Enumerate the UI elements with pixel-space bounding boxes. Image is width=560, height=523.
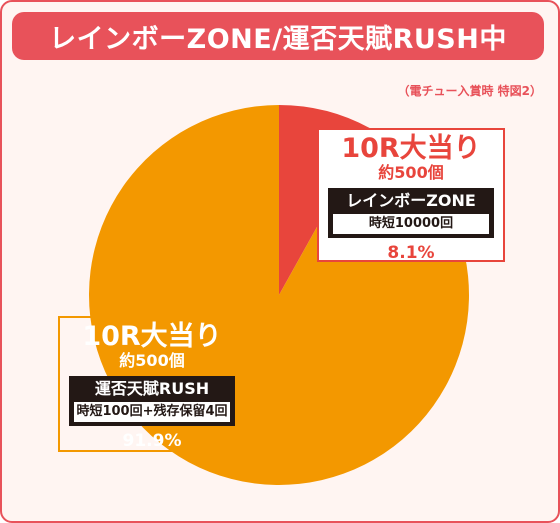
slice-label-rainbow-zone: 10R大当り 約500個 レインボーZONE 時短10000回 8.1% (317, 128, 505, 263)
slice-1-balls: 約500個 (119, 351, 185, 370)
slice-1-percent: 91.9% (122, 431, 182, 451)
slice-1-mode: 運否天賦RUSH (94, 379, 210, 398)
slice-0-detail: 時短10000回 (333, 214, 489, 234)
chart-note: （電チュー入賞時 特図2） (397, 84, 542, 98)
slice-0-mode: レインボーZONE (346, 191, 476, 210)
slice-1-detail: 時短100回+残存保留4回 (74, 402, 230, 422)
slice-1-mode-box: 運否天賦RUSH 時短100回+残存保留4回 (69, 376, 235, 426)
slice-1-label: 10R大当り (82, 321, 222, 352)
chart-title: レインボーZONE/運否天賦RUSH中 (12, 12, 544, 60)
slice-0-percent: 8.1% (387, 243, 435, 263)
slice-0-mode-box: レインボーZONE 時短10000回 (328, 188, 494, 238)
slice-0-label: 10R大当り (341, 133, 481, 164)
slice-label-unpu-tenpu-rush: 10R大当り 約500個 運否天賦RUSH 時短100回+残存保留4回 91.9… (58, 316, 246, 452)
slice-0-balls: 約500個 (378, 163, 444, 182)
